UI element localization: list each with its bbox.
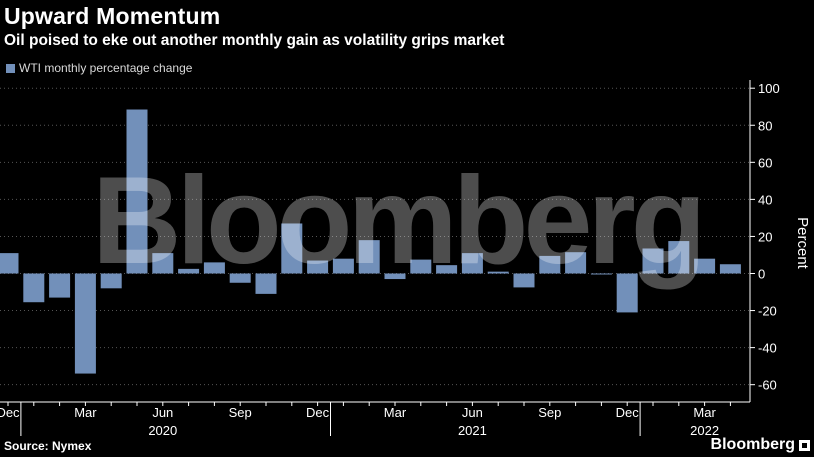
y-tick-label: 40 <box>758 192 772 207</box>
bar <box>616 273 638 313</box>
bar <box>539 255 561 274</box>
bar <box>694 258 716 274</box>
bar <box>461 253 483 274</box>
bar <box>178 268 200 274</box>
legend-swatch <box>6 63 15 73</box>
x-year-label: 2021 <box>458 423 487 438</box>
bar <box>513 273 535 288</box>
bar <box>487 271 509 274</box>
bar <box>49 273 71 298</box>
x-year-label: 2022 <box>690 423 719 438</box>
brand-text: Bloomberg <box>710 436 795 453</box>
x-tick-label: Dec <box>306 405 330 420</box>
chart-title: Upward Momentum <box>4 3 221 29</box>
y-axis-label: Percent <box>794 217 811 270</box>
bar <box>281 223 303 274</box>
bar <box>307 260 329 274</box>
bar <box>410 259 432 274</box>
x-tick-label: Dec <box>0 405 20 420</box>
bar <box>255 273 277 294</box>
y-tick-label: 0 <box>758 267 765 282</box>
bar <box>436 265 458 274</box>
bar <box>74 273 96 374</box>
x-year-label: 2020 <box>148 423 177 438</box>
bar <box>126 109 148 274</box>
bar <box>0 253 19 274</box>
bar <box>384 273 406 280</box>
bar <box>100 273 122 289</box>
bar <box>229 273 251 283</box>
y-tick-label: 100 <box>758 81 780 96</box>
y-tick-label: 20 <box>758 229 772 244</box>
bloomberg-logo: Bloomberg <box>711 436 810 454</box>
bloomberg-chart-icon <box>799 439 810 451</box>
bar <box>152 253 174 274</box>
x-tick-label: Mar <box>74 405 97 420</box>
bar <box>23 273 45 303</box>
bar <box>719 264 741 274</box>
legend: WTI monthly percentage change <box>6 61 192 75</box>
y-tick-label: 60 <box>758 155 772 170</box>
source-note: Source: Nymex <box>4 439 92 453</box>
x-tick-label: Jun <box>462 405 483 420</box>
bar <box>668 241 690 274</box>
bar <box>358 240 380 274</box>
x-tick-label: Mar <box>693 405 716 420</box>
bar <box>203 262 225 274</box>
x-tick-label: Sep <box>229 405 252 420</box>
bar <box>565 252 587 274</box>
bar <box>332 258 354 274</box>
y-tick-label: -60 <box>758 378 777 393</box>
legend-label: WTI monthly percentage change <box>19 61 193 75</box>
y-tick-label: -40 <box>758 341 777 356</box>
chart-subtitle: Oil poised to eke out another monthly ga… <box>4 32 505 49</box>
bar <box>590 273 612 275</box>
x-tick-label: Sep <box>538 405 561 420</box>
y-tick-label: 80 <box>758 118 772 133</box>
bar <box>642 248 664 274</box>
x-tick-label: Jun <box>152 405 173 420</box>
x-tick-label: Mar <box>384 405 407 420</box>
y-tick-label: -20 <box>758 304 777 319</box>
x-tick-label: Dec <box>616 405 640 420</box>
